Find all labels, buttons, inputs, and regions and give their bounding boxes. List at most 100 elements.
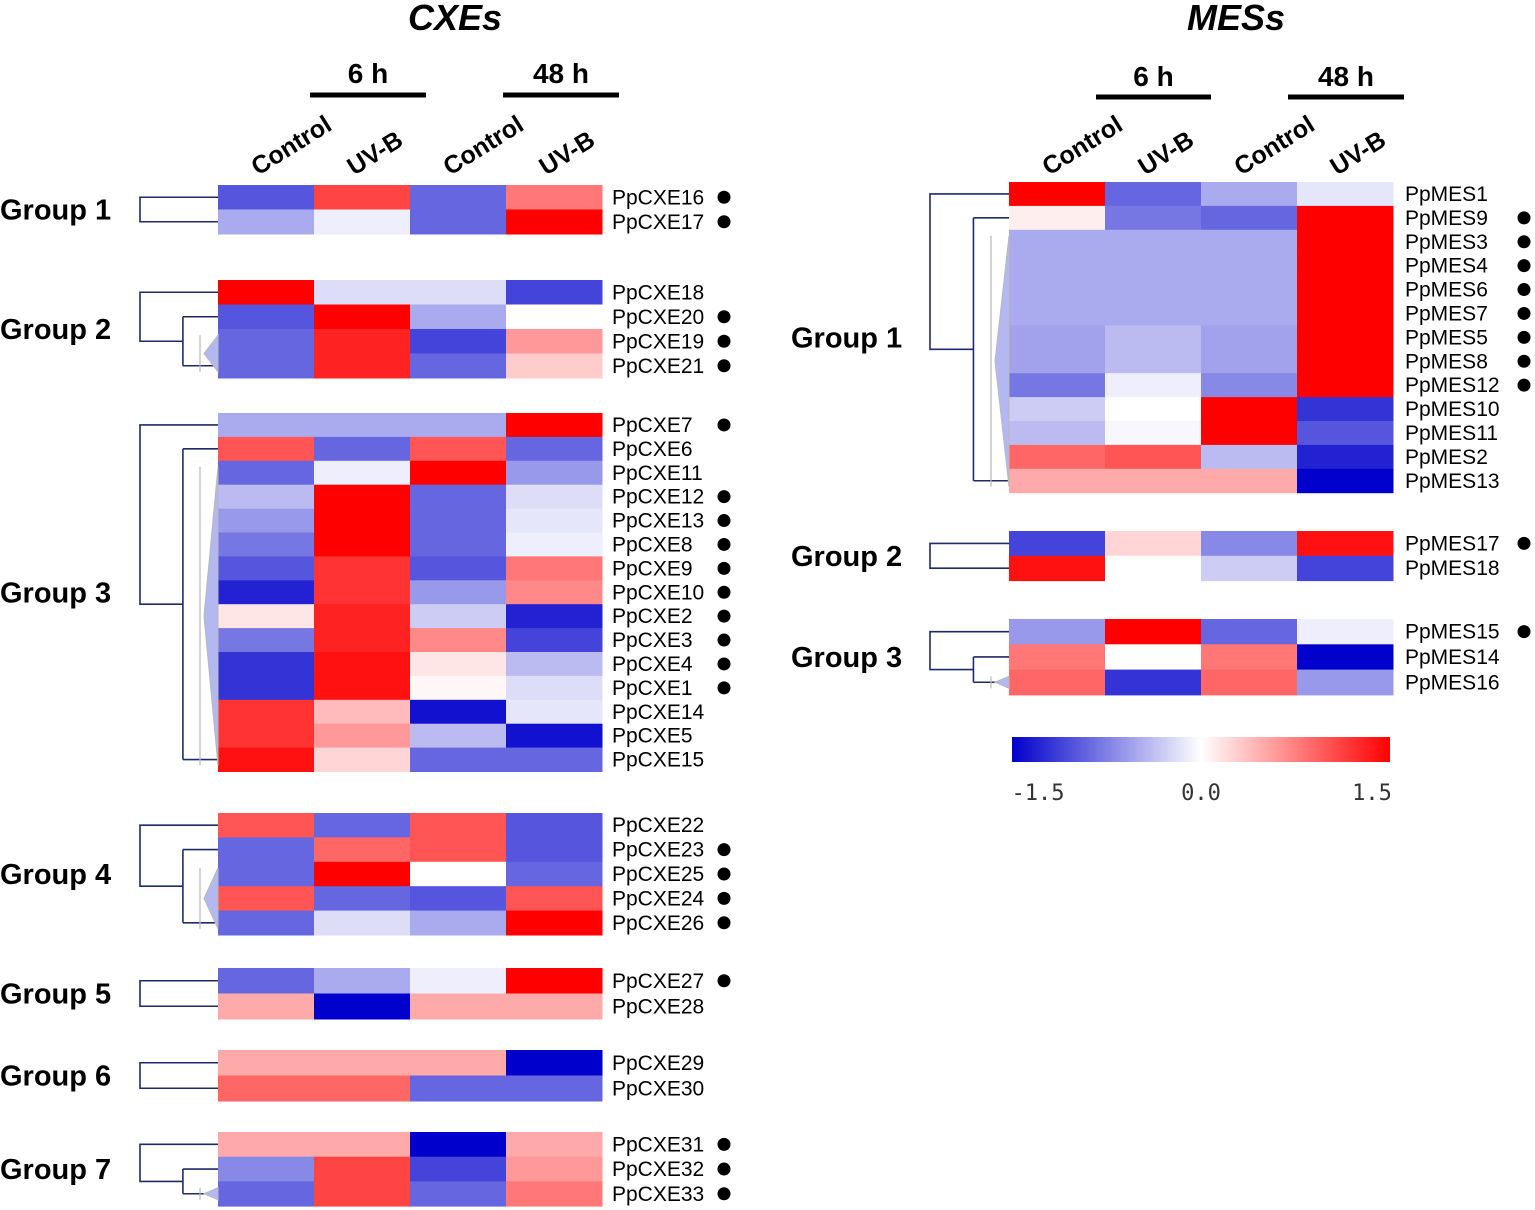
heatmap-cell bbox=[410, 1050, 507, 1076]
heatmap-cell bbox=[218, 861, 315, 887]
group-label: Group 2 bbox=[0, 314, 111, 346]
heatmap-cell bbox=[218, 604, 315, 629]
heatmap-cell bbox=[506, 604, 603, 629]
heatmap-cell bbox=[1009, 349, 1106, 374]
heatmap-cell bbox=[1105, 669, 1202, 696]
colorbar-tick-label: -1.5 bbox=[1012, 781, 1065, 806]
heatmap-cell bbox=[506, 861, 603, 887]
heatmap-cell bbox=[1297, 644, 1394, 671]
colorbar-tick-label: 1.5 bbox=[1352, 781, 1392, 806]
heatmap-cell bbox=[506, 1050, 603, 1076]
heatmap-cell bbox=[314, 304, 411, 330]
heatmap-cell bbox=[218, 723, 315, 749]
gene-label: PpMES4 bbox=[1405, 255, 1488, 278]
dendrogram bbox=[139, 1143, 219, 1201]
heatmap-cell bbox=[218, 813, 315, 838]
marker-dot bbox=[1517, 330, 1531, 344]
heatmap-cell bbox=[410, 968, 507, 994]
heatmap-cell bbox=[506, 209, 603, 235]
heatmap-cell bbox=[314, 675, 411, 701]
gene-label: PpCXE20 bbox=[612, 306, 704, 329]
heatmap-cell bbox=[1009, 421, 1106, 446]
marker-dot bbox=[717, 1137, 731, 1151]
heatmap-cell bbox=[410, 1075, 507, 1102]
dendrogram bbox=[929, 630, 1010, 690]
heatmap-cell bbox=[314, 628, 411, 653]
dendrogram bbox=[139, 979, 218, 1008]
gene-label: PpCXE11 bbox=[612, 462, 703, 485]
heatmap-cell bbox=[314, 329, 411, 354]
column-label: Control bbox=[1037, 110, 1127, 181]
heatmap-cell bbox=[1009, 325, 1106, 350]
dendrogram bbox=[139, 291, 219, 374]
heatmap-cell bbox=[1297, 229, 1394, 255]
heatmap-cell bbox=[314, 185, 411, 210]
heatmap-cell bbox=[1009, 397, 1106, 422]
group-label: Group 3 bbox=[0, 577, 111, 609]
marker-dot bbox=[717, 585, 731, 599]
gene-label: PpCXE1 bbox=[612, 677, 693, 700]
heatmap-cell bbox=[410, 861, 507, 887]
heatmap-cell bbox=[1009, 669, 1106, 696]
heatmap-cell bbox=[506, 699, 603, 725]
heatmap-cell bbox=[1009, 301, 1106, 326]
gene-label: PpMES8 bbox=[1405, 350, 1488, 373]
heatmap-cell bbox=[218, 747, 315, 772]
gene-label: PpMES18 bbox=[1405, 557, 1500, 580]
heatmap-cell bbox=[314, 532, 411, 557]
heatmap-cell bbox=[218, 556, 315, 581]
gene-label: PpCXE22 bbox=[612, 814, 704, 837]
gene-label: PpMES7 bbox=[1405, 302, 1488, 325]
dendrogram bbox=[929, 542, 1009, 569]
heatmap-cell bbox=[410, 185, 507, 210]
heatmap-cell bbox=[1105, 229, 1202, 255]
gene-label: PpCXE13 bbox=[612, 510, 704, 533]
heatmap-cell bbox=[410, 1156, 507, 1182]
heatmap-cell bbox=[1105, 277, 1202, 302]
heatmap-cell bbox=[314, 1075, 411, 1102]
heatmap-cell bbox=[506, 329, 603, 354]
column-label: UV-B bbox=[1133, 126, 1198, 181]
heatmap-cell bbox=[1105, 531, 1202, 557]
heatmap-cell bbox=[218, 628, 315, 653]
gene-label: PpMES14 bbox=[1405, 646, 1500, 669]
time-point-label: 48 h bbox=[533, 58, 589, 89]
heatmap-cell bbox=[218, 652, 315, 677]
heatmap-cell bbox=[1201, 468, 1298, 494]
heatmap-cell bbox=[1201, 373, 1298, 398]
heatmap-cell bbox=[218, 532, 315, 557]
marker-dot bbox=[1517, 306, 1531, 320]
heatmap-cell bbox=[314, 484, 411, 510]
gene-label: PpCXE30 bbox=[612, 1077, 704, 1100]
heatmap-cell bbox=[218, 209, 315, 235]
gene-label: PpCXE24 bbox=[612, 887, 705, 910]
marker-dot bbox=[1517, 378, 1531, 392]
heatmap-cell bbox=[1297, 182, 1394, 207]
heatmap-cell bbox=[506, 993, 603, 1020]
gene-label: PpCXE2 bbox=[612, 605, 693, 628]
group-label: Group 4 bbox=[0, 859, 111, 891]
heatmap-cell bbox=[314, 837, 411, 863]
heatmap-cell bbox=[1009, 205, 1106, 231]
gene-label: PpCXE18 bbox=[612, 281, 704, 304]
heatmap-cell bbox=[410, 837, 507, 863]
group-label: Group 1 bbox=[0, 195, 111, 227]
column-label: UV-B bbox=[534, 126, 599, 181]
marker-dot bbox=[1517, 536, 1531, 550]
heatmap-cell bbox=[314, 1156, 411, 1182]
gene-label: PpCXE25 bbox=[612, 863, 704, 886]
mes-panel-title: MESs bbox=[1187, 0, 1285, 38]
heatmap-cell bbox=[1297, 397, 1394, 422]
heatmap-cell bbox=[410, 652, 507, 677]
gene-label: PpCXE31 bbox=[612, 1133, 704, 1156]
gene-label: PpMES12 bbox=[1405, 374, 1500, 397]
heatmap-cell bbox=[314, 556, 411, 581]
heatmap-cell bbox=[218, 280, 315, 305]
heatmap-cell bbox=[314, 910, 411, 936]
heatmap-cell bbox=[314, 861, 411, 887]
